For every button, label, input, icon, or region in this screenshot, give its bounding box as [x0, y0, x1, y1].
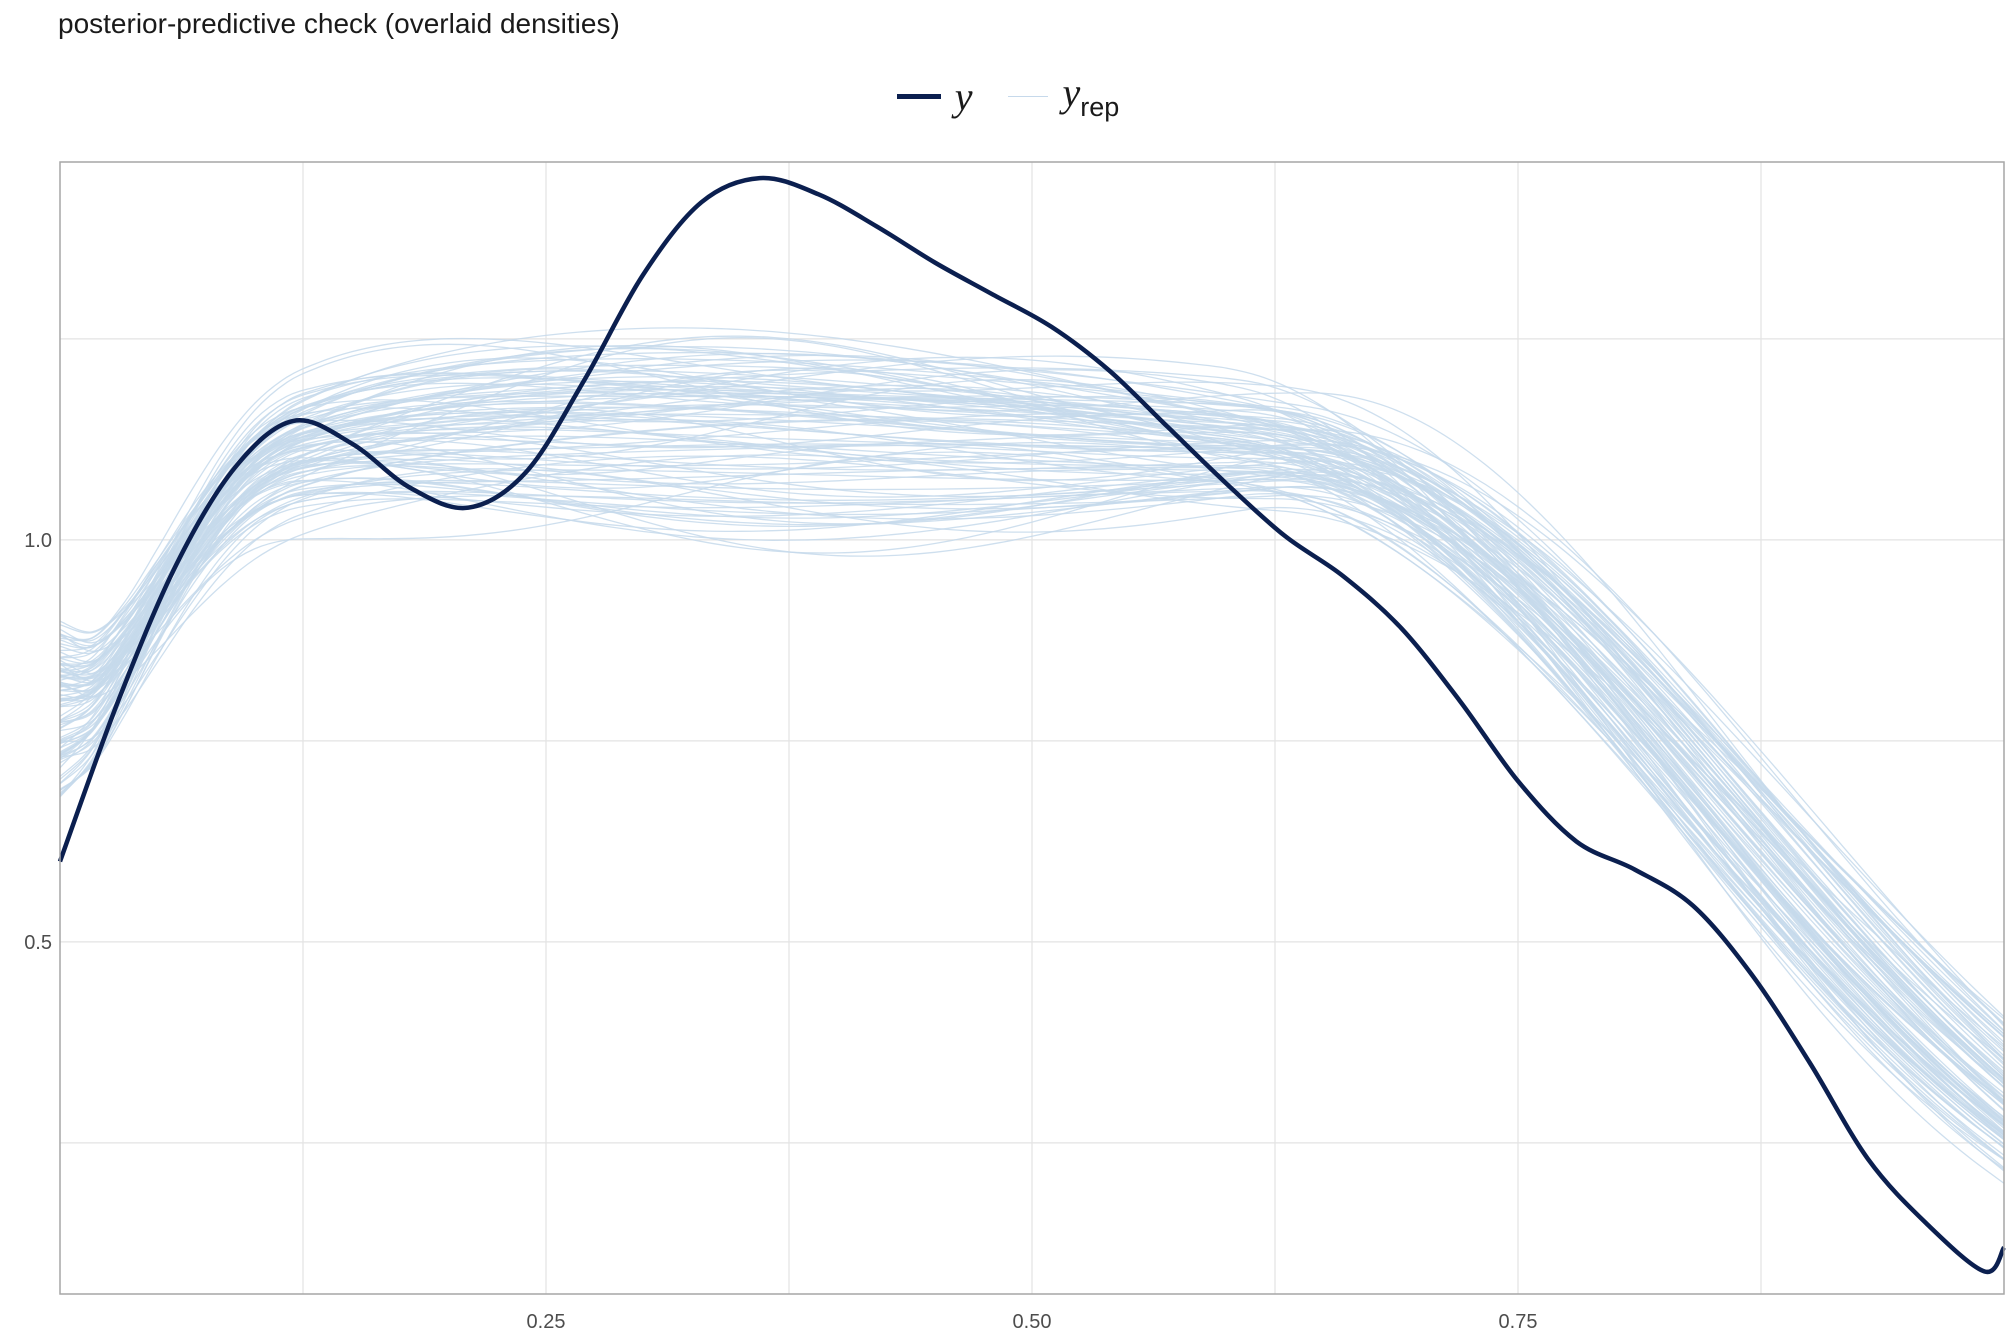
- yrep-line: [59, 464, 2005, 1038]
- yrep-line: [59, 471, 2005, 1124]
- yrep-layer: [59, 327, 2005, 1184]
- yrep-line: [59, 376, 2005, 1020]
- yrep-line: [59, 404, 2005, 1122]
- yrep-line: [59, 387, 2005, 1024]
- grid-layer: [60, 162, 2004, 1294]
- legend-label-yrep-sub: rep: [1080, 92, 1120, 122]
- x-tick-label: 0.25: [527, 1311, 566, 1333]
- yrep-line: [59, 455, 2005, 1080]
- yrep-line: [59, 406, 2005, 1156]
- series-line-y: [57, 175, 2006, 1275]
- legend-key-y: [896, 93, 941, 99]
- yrep-line: [59, 411, 2005, 1145]
- yrep-line: [59, 419, 2005, 1138]
- yrep-line: [59, 451, 2005, 1127]
- chart-title: posterior-predictive check (overlaid den…: [58, 8, 620, 39]
- yrep-line: [59, 364, 2005, 1081]
- legend-label-yrep: yrep: [1062, 69, 1119, 123]
- yrep-line: [59, 435, 2005, 1133]
- yrep-line: [59, 454, 2005, 1048]
- legend-label-yrep-base: y: [1062, 70, 1081, 115]
- x-tick-label: 0.75: [1499, 1311, 1538, 1333]
- legend-key-yrep: [1008, 95, 1049, 97]
- yrep-line: [59, 395, 2005, 1129]
- axis-layer: 0.25 0.50 0.75 0.5 1.0: [24, 161, 2005, 1333]
- y-tick-label: 0.5: [24, 932, 52, 954]
- yrep-line: [59, 412, 2005, 1148]
- legend: y yrep: [0, 66, 2016, 126]
- yrep-line: [59, 380, 2005, 1018]
- yrep-line: [59, 383, 2005, 1027]
- yrep-line: [59, 358, 2005, 1140]
- yrep-line: [59, 439, 2005, 1046]
- yrep-line: [59, 415, 2005, 1137]
- yrep-line: [59, 337, 2005, 1136]
- yrep-line: [59, 486, 2005, 1085]
- panel-border: [59, 161, 2005, 1295]
- y-layer: [57, 175, 2006, 1275]
- yrep-line: [59, 468, 2005, 1134]
- legend-label-y: y: [954, 73, 973, 119]
- x-tick-label: 0.50: [1013, 1311, 1052, 1333]
- yrep-line: [59, 400, 2005, 1098]
- legend-item-y: y: [896, 73, 973, 120]
- yrep-line: [59, 474, 2005, 1035]
- yrep-line: [59, 471, 2005, 1075]
- yrep-line: [59, 461, 2005, 1121]
- y-tick-label: 1.0: [24, 530, 52, 552]
- yrep-line: [59, 487, 2005, 1148]
- legend-item-yrep: yrep: [1008, 69, 1119, 123]
